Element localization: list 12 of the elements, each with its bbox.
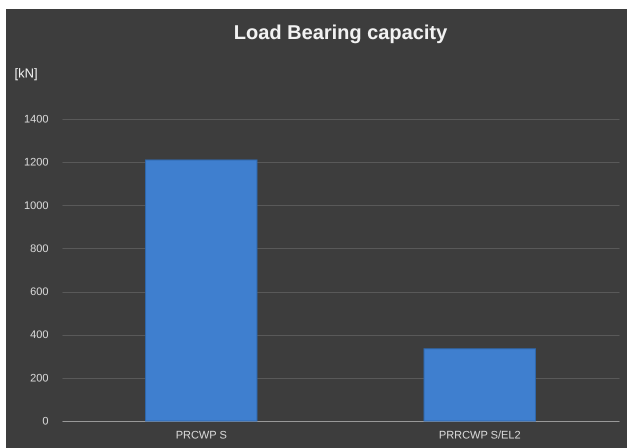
y-tick-label: 1400 xyxy=(24,114,48,126)
y-tick-label: 200 xyxy=(30,372,48,384)
y-tick-label: 400 xyxy=(30,329,48,342)
y-tick-label: 1000 xyxy=(24,200,48,212)
y-axis-title: [kN] xyxy=(14,66,38,80)
x-tick-label: PRRCWP S/EL2 xyxy=(438,430,521,442)
y-tick-label: 800 xyxy=(30,242,48,255)
chart-title: Load Bearing capacity xyxy=(234,22,448,44)
x-tick-label: PRCWP S xyxy=(176,430,227,442)
y-tick-label: 600 xyxy=(30,286,48,298)
y-tick-label: 1200 xyxy=(24,156,48,169)
y-tick-label: 0 xyxy=(42,416,48,428)
